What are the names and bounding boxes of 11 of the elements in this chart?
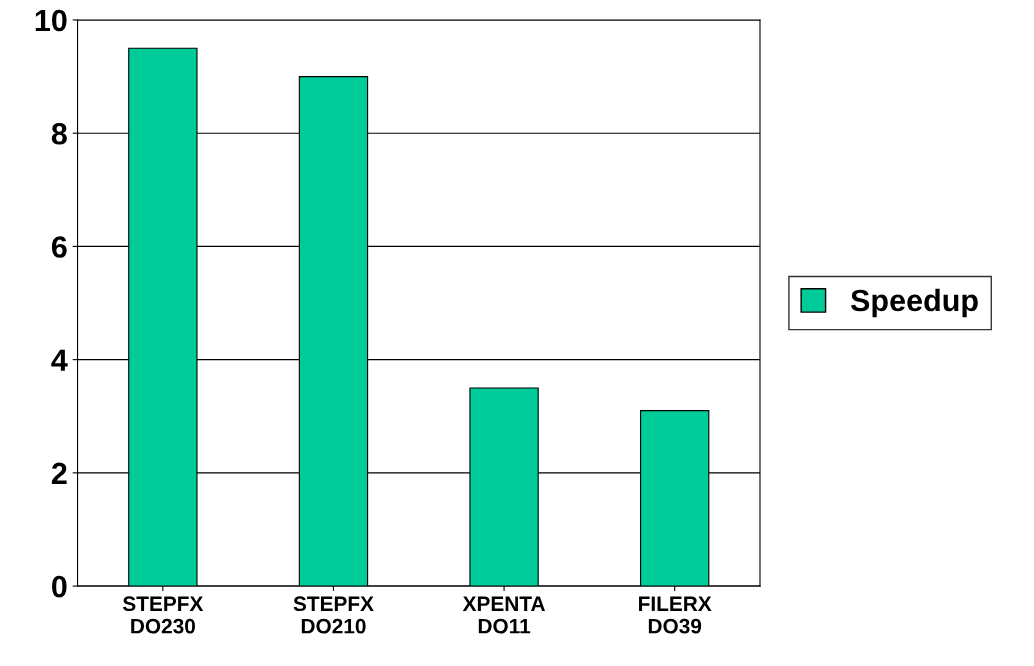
y-tick-label: 0 xyxy=(52,575,67,598)
y-tick-label: 10 xyxy=(35,9,67,32)
x-tick-label: STEPFX DO210 xyxy=(293,596,374,634)
y-tick-label: 6 xyxy=(51,236,67,258)
y-tick-label: 8 xyxy=(51,122,67,145)
x-tick-label: FILERX DO39 xyxy=(639,596,712,634)
legend-label: Speedup xyxy=(850,288,978,318)
x-tick-label: XPENTA DO11 xyxy=(462,596,546,634)
y-tick-label: 4 xyxy=(51,349,68,371)
y-tick-label: 2 xyxy=(51,462,67,484)
x-tick-label: STEPFX DO230 xyxy=(122,596,204,634)
